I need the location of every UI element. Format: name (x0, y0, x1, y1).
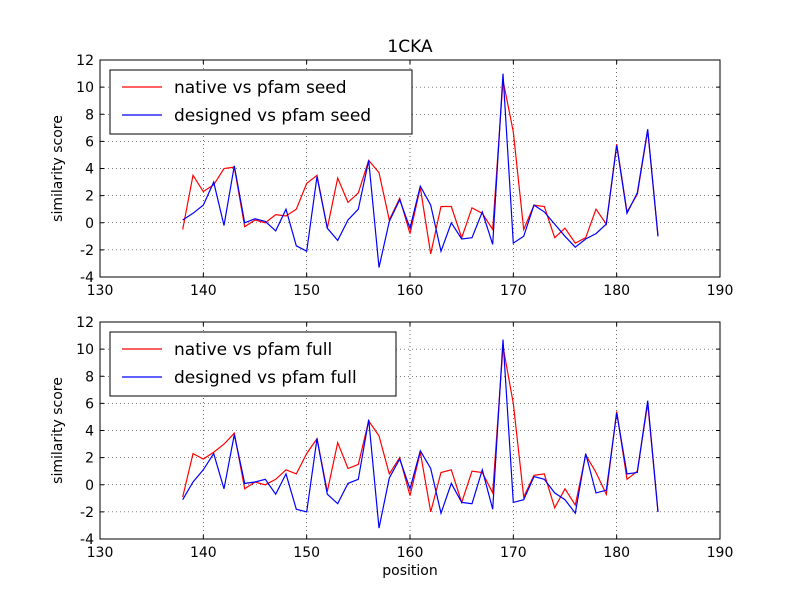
y-axis-label: similarity score (50, 377, 66, 484)
plot-frame (99, 321, 721, 540)
y-tick-label: 12 (76, 53, 94, 69)
chart-title: 1CKA (387, 37, 433, 57)
series-line-designed (182, 339, 659, 529)
x-tick-label: 190 (707, 545, 734, 561)
legend-entry-native: native vs pfam seed (174, 78, 347, 98)
y-tick-label: 8 (85, 107, 94, 123)
y-tick-label: -2 (80, 243, 94, 259)
y-tick-label: 10 (76, 80, 94, 96)
subplot-full: position similarity score 130 140 150 160 17… (50, 315, 733, 579)
y-axis-label: similarity score (50, 115, 66, 222)
legend-entry-designed: designed vs pfam full (174, 368, 357, 388)
x-tick-label: 190 (707, 283, 734, 299)
y-tick-label: 6 (85, 396, 94, 412)
legend-box (109, 331, 397, 397)
x-tick-label: 140 (190, 545, 217, 561)
legend-box (109, 69, 413, 135)
x-axis-label: position (382, 563, 437, 579)
x-tick-label: 130 (87, 545, 114, 561)
y-tick-label: 4 (85, 424, 94, 440)
x-tick-label: 160 (397, 283, 424, 299)
series-line-designed (182, 73, 659, 268)
y-tick-label: 2 (85, 189, 94, 205)
x-tick-label: 140 (190, 283, 217, 299)
plot-frame (99, 59, 721, 278)
y-tick-label: -4 (80, 270, 94, 286)
legend-entry-native: native vs pfam full (174, 340, 332, 360)
legend: native vs pfam full designed vs pfam ful… (109, 331, 397, 397)
x-tick-label: 150 (293, 283, 320, 299)
y-tick-label: 6 (85, 134, 94, 150)
legend-entry-designed: designed vs pfam seed (174, 106, 371, 126)
x-tick-label: 160 (397, 545, 424, 561)
y-tick-label: 12 (76, 315, 94, 331)
y-tick-label: 2 (85, 451, 94, 467)
y-tick-label: 4 (85, 162, 94, 178)
x-tick-label: 170 (500, 545, 527, 561)
x-tick-label: 170 (500, 283, 527, 299)
y-tick-label: 0 (85, 478, 94, 494)
y-tick-label: -2 (80, 505, 94, 521)
y-tick-label: -4 (80, 532, 94, 548)
grid (100, 322, 720, 539)
x-tick-label: 180 (603, 545, 630, 561)
x-tick-label: 180 (603, 283, 630, 299)
subplot-seed: 1CKA similarity score 130 140 150 160 170 180… (50, 37, 733, 299)
legend: native vs pfam seed designed vs pfam see… (109, 69, 413, 135)
x-tick-label: 150 (293, 545, 320, 561)
y-tick-label: 0 (85, 216, 94, 232)
y-tick-label: 10 (76, 342, 94, 358)
y-tick-label: 8 (85, 369, 94, 385)
x-tick-label: 130 (87, 283, 114, 299)
